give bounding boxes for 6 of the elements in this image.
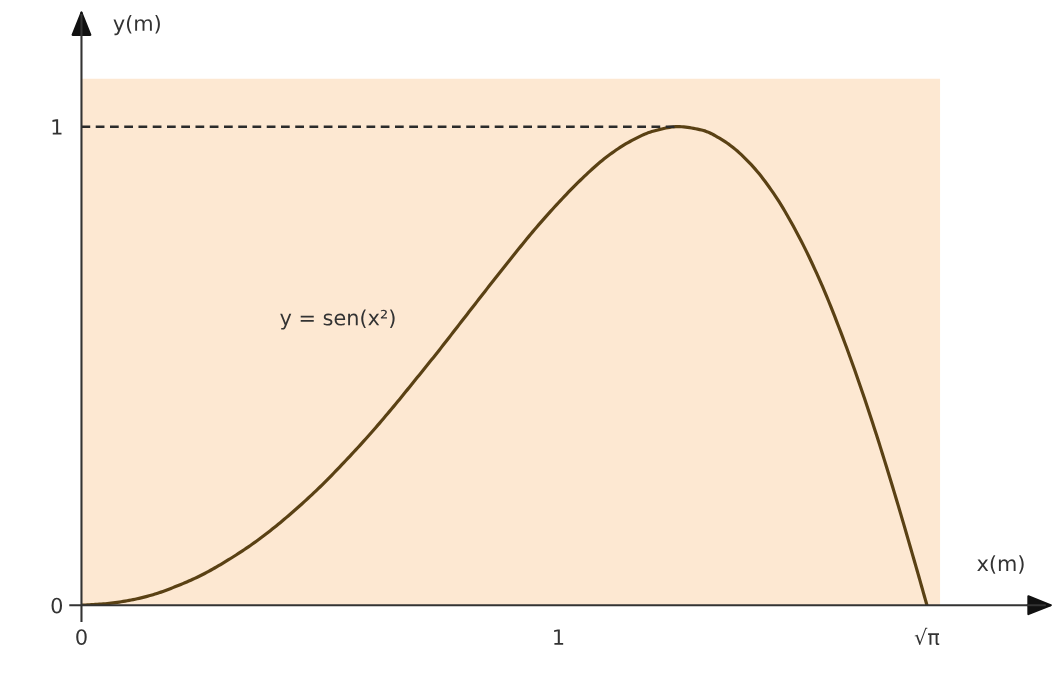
x-axis-title: x(m): [977, 555, 1024, 574]
x-tick-label: √π: [914, 627, 940, 646]
text: y = sen(x²): [280, 309, 395, 330]
x-tick-label: 1: [554, 629, 564, 645]
x-tick-label: 0: [76, 629, 87, 645]
y-axis-title: y(m): [113, 15, 160, 36]
